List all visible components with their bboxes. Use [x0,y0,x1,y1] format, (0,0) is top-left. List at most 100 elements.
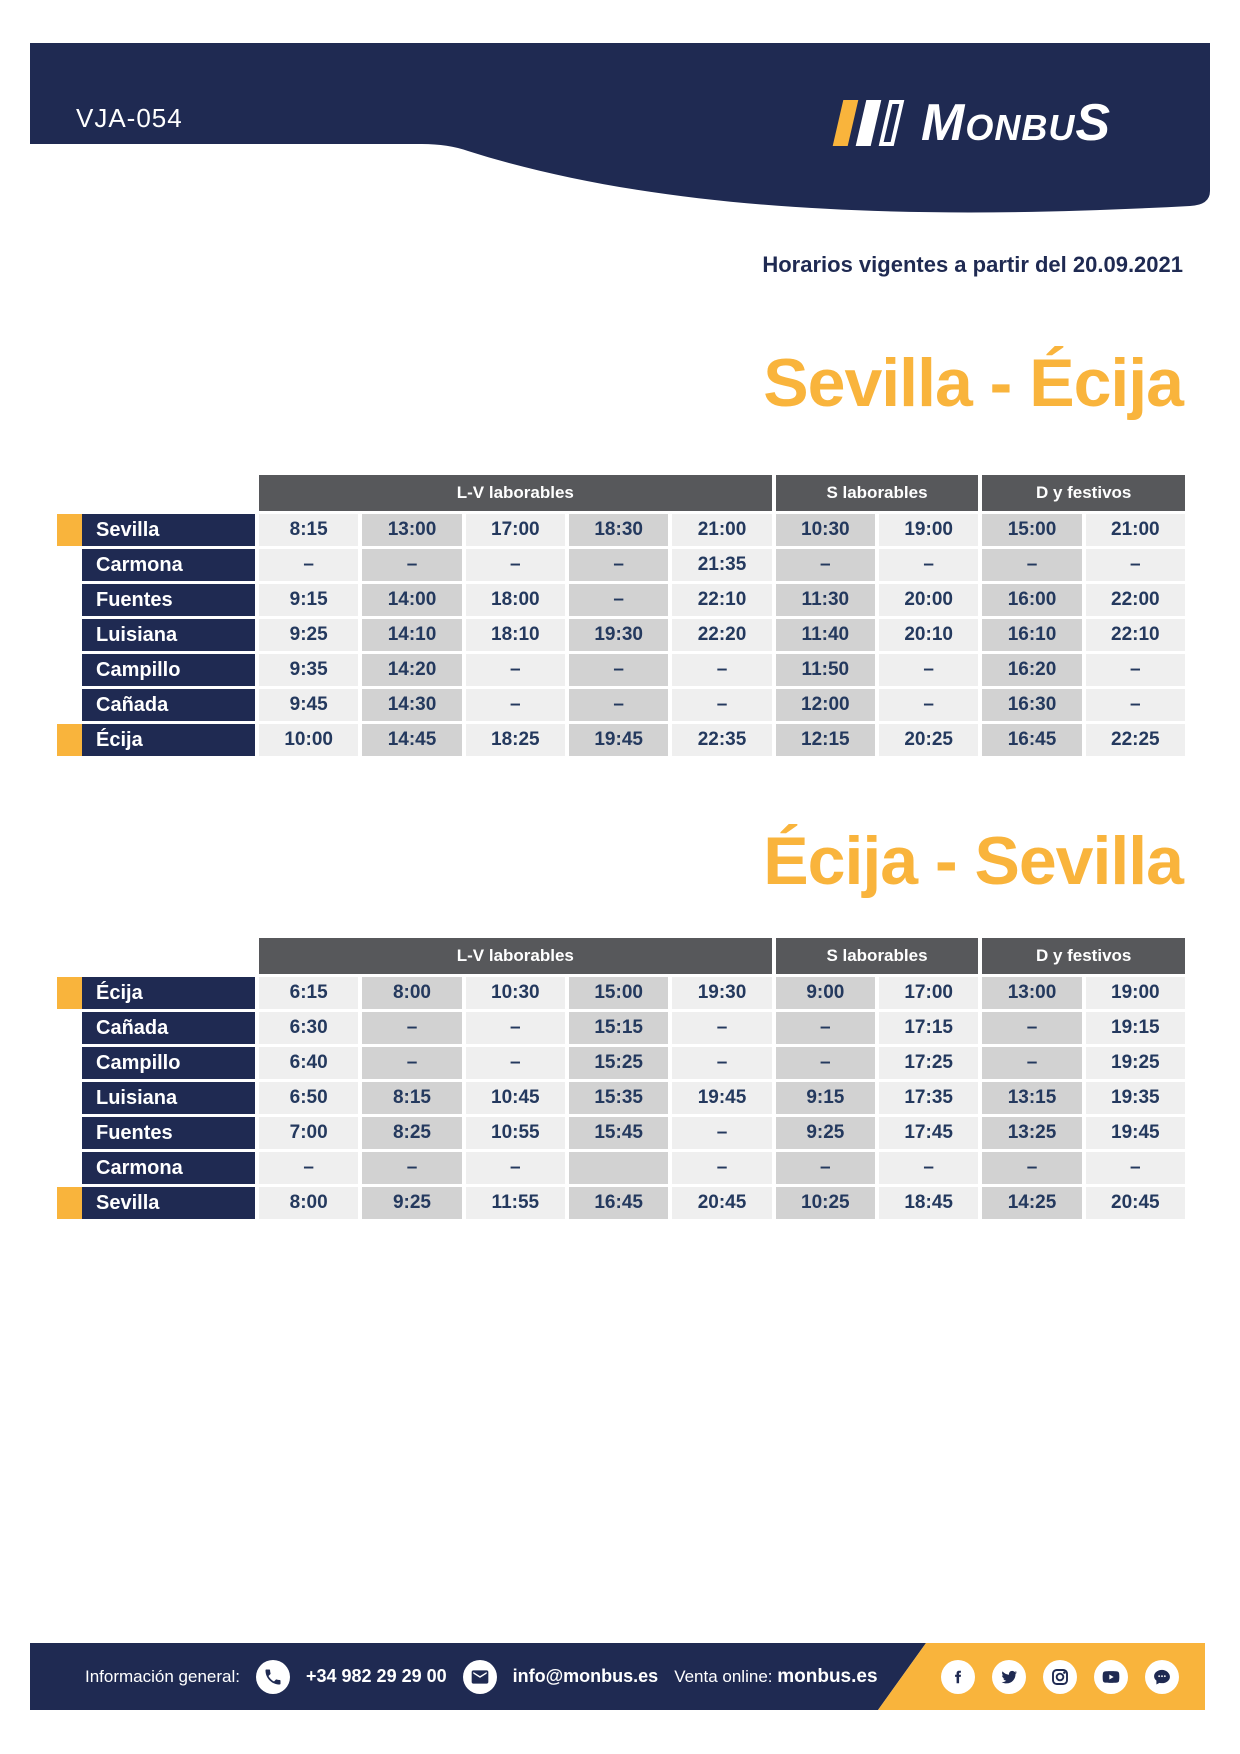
mail-icon [462,1659,497,1694]
route-code: VJA-054 [76,103,183,133]
time-cell: 10:45 [465,1082,565,1114]
time-cell: – [569,549,669,581]
time-cell: 14:00 [362,584,462,616]
time-cell: – [672,689,772,721]
time-cell: 18:30 [569,514,669,546]
stop-name-cell: Écija [57,977,255,1009]
time-cell: 22:10 [672,584,772,616]
time-cell: – [775,1047,875,1079]
club-icon[interactable] [1145,1659,1179,1694]
time-cell: 9:25 [362,1187,462,1219]
time-cell: 17:00 [879,977,979,1009]
stop-name-cell: Luisiana [82,619,255,651]
stop-name-cell: Campillo [82,1047,255,1079]
time-cell: – [569,689,669,721]
time-cell: 20:45 [1085,1187,1185,1219]
instagram-icon[interactable] [1043,1659,1077,1694]
phone-number: +34 982 29 29 00 [305,1666,447,1686]
time-cell: 20:10 [879,619,979,651]
stop-name-cell: Carmona [82,1152,255,1184]
time-cell: – [465,1152,565,1184]
column-group-header: S laborables [775,475,979,511]
time-cell: – [1085,1152,1185,1184]
stop-name-cell: Campillo [82,654,255,686]
time-cell: 9:25 [259,619,359,651]
time-cell: 22:00 [1085,584,1185,616]
time-cell: 14:45 [362,724,462,756]
header: VJA-054 MONBUS [30,43,1210,213]
time-cell: 19:00 [1085,977,1185,1009]
time-cell: 6:30 [259,1012,359,1044]
timetable-sevilla-ecija: L-V laborables S laborables D y festivos Se… [57,475,1185,756]
twitter-icon[interactable] [992,1659,1026,1694]
column-group-header: D y festivos [982,938,1185,974]
time-cell: – [672,1012,772,1044]
column-group-header: D y festivos [982,475,1185,511]
time-cell: 18:00 [465,584,565,616]
time-cell: – [982,1152,1082,1184]
online-sales[interactable]: Venta online: monbus.es [674,1666,877,1688]
time-cell: 10:55 [465,1117,565,1149]
stop-name-cell: Cañada [82,689,255,721]
time-cell: 9:45 [259,689,359,721]
time-cell: – [879,654,979,686]
time-cell: 6:40 [259,1047,359,1079]
route-title-sevilla-ecija: Sevilla - Écija [763,345,1184,421]
column-group-header: L-V laborables [259,475,772,511]
logo-wordmark: MONBUS [921,94,1112,152]
time-cell: 13:00 [982,977,1082,1009]
time-cell: 17:00 [465,514,565,546]
time-cell: – [982,1047,1082,1079]
time-cell: – [672,1047,772,1079]
time-cell: – [569,654,669,686]
stop-name-cell: Luisiana [82,1082,255,1114]
time-cell: 8:15 [259,514,359,546]
time-cell: 8:15 [362,1082,462,1114]
time-cell: – [465,654,565,686]
time-cell: 21:35 [672,549,772,581]
time-cell: 20:45 [672,1187,772,1219]
online-site[interactable]: monbus.es [777,1665,878,1687]
time-cell: 21:00 [1085,514,1185,546]
time-cell: 9:00 [775,977,875,1009]
time-cell: – [982,1012,1082,1044]
info-label: Información general: [85,1666,240,1686]
time-cell: 14:30 [362,689,462,721]
time-cell: 18:10 [465,619,565,651]
time-cell: – [259,1152,359,1184]
logo-bar-outline-icon [878,100,905,146]
time-cell: 15:45 [569,1117,669,1149]
time-cell: – [259,549,359,581]
time-cell: 10:00 [259,724,359,756]
time-cell: 15:15 [569,1012,669,1044]
time-cell: 10:30 [775,514,875,546]
stop-name-cell: Sevilla [57,514,255,546]
stop-name-cell: Fuentes [82,1117,255,1149]
online-label: Venta online: [674,1666,773,1686]
timetable-ecija-sevilla: L-V laborables S laborables D y festivos Éc… [57,938,1185,1219]
time-cell: 14:10 [362,619,462,651]
time-cell: 16:45 [569,1187,669,1219]
time-cell: 19:25 [1085,1047,1185,1079]
time-cell: 11:30 [775,584,875,616]
time-cell: 19:45 [672,1082,772,1114]
time-cell: 22:25 [1085,724,1185,756]
time-cell: 19:30 [672,977,772,1009]
monbus-logo: MONBUS [832,94,1112,152]
time-cell: 20:25 [879,724,979,756]
time-cell: 22:20 [672,619,772,651]
contact-email[interactable]: info@monbus.es [512,1666,659,1686]
time-cell: – [465,689,565,721]
youtube-icon[interactable] [1094,1659,1128,1694]
time-cell: 7:00 [259,1117,359,1149]
time-cell: – [879,1152,979,1184]
footer-social-bar [878,1643,1205,1710]
time-cell: 19:30 [569,619,669,651]
time-cell: – [1085,654,1185,686]
time-cell: 17:45 [879,1117,979,1149]
time-cell: 18:25 [465,724,565,756]
time-cell: 14:20 [362,654,462,686]
time-cell: 15:00 [982,514,1082,546]
facebook-icon[interactable] [941,1659,975,1694]
time-cell: 22:35 [672,724,772,756]
